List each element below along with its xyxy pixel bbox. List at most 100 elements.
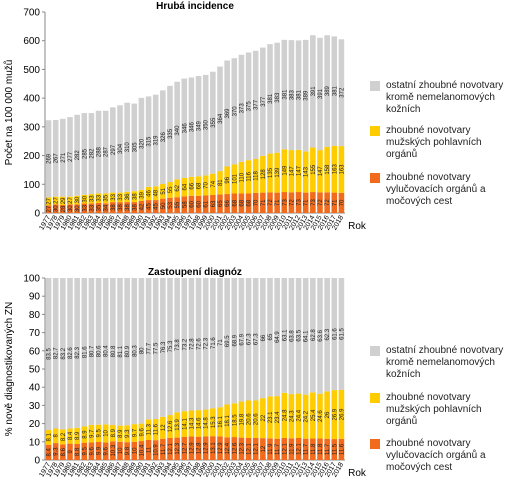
bar-segment — [338, 192, 345, 213]
value-label: 66 — [189, 182, 195, 189]
bar-segment — [252, 192, 259, 213]
bar-segment — [110, 192, 116, 203]
value-label: 70 — [339, 199, 345, 206]
value-label: 11.9 — [289, 443, 295, 455]
bar-segment — [302, 394, 309, 439]
value-label: 70 — [204, 181, 210, 188]
legend-item: ostatní zhoubné novotvary kromě nemelano… — [370, 80, 505, 116]
value-label: 24.4 — [297, 409, 303, 421]
value-label: 282 — [89, 148, 95, 159]
bar-segment — [324, 146, 330, 193]
value-label: 101 — [232, 173, 238, 184]
value-label: 12.9 — [204, 442, 210, 454]
value-label: 267 — [54, 153, 60, 164]
value-label: 11 — [147, 446, 153, 453]
bar-segment — [317, 393, 323, 439]
value-label: 68 — [197, 182, 203, 189]
value-label: 23.4 — [275, 411, 281, 423]
value-label: 8.9 — [75, 431, 81, 440]
value-label: 27 — [68, 197, 74, 204]
y-tick-label: 500 — [23, 65, 40, 76]
bar-segment — [260, 278, 266, 399]
value-label: 10 — [104, 429, 110, 436]
bar-segment — [174, 197, 180, 213]
bar-segment — [138, 441, 145, 460]
bar-segment — [74, 427, 80, 444]
legend-swatch — [370, 393, 380, 403]
bar-segment — [281, 149, 288, 193]
value-label: 39 — [139, 191, 145, 198]
legend-item: zhoubné novotvary vylučovacích orgánů a … — [370, 172, 505, 208]
bar-segment — [310, 35, 316, 148]
bar-segment — [174, 278, 180, 413]
bar-segment — [317, 37, 323, 151]
bar-segment — [124, 442, 130, 460]
value-label: 149 — [282, 165, 288, 176]
value-label: 71 — [304, 199, 310, 206]
value-label: 9.7 — [132, 428, 138, 437]
value-label: 12.3 — [175, 442, 181, 454]
bar-segment — [138, 200, 145, 213]
value-label: 20.6 — [247, 413, 253, 425]
bar-segment — [188, 195, 195, 213]
bar-segment — [188, 278, 195, 411]
value-label: 12.9 — [218, 442, 224, 454]
bar-segment — [152, 186, 159, 201]
legend-item: zhoubné novotvary vylučovacích orgánů a … — [370, 438, 505, 474]
value-label: 38 — [111, 204, 117, 211]
bar-segment — [102, 278, 109, 425]
value-label: 77.7 — [147, 342, 153, 354]
value-label: 9.6 — [89, 446, 95, 455]
value-label: 60 — [189, 200, 195, 207]
value-label: 12.3 — [239, 442, 245, 454]
value-label: 68 — [232, 199, 238, 206]
value-label: 8.6 — [61, 447, 67, 456]
bar-segment — [260, 47, 266, 156]
value-label: 80 — [139, 347, 145, 354]
bar-segment — [231, 278, 238, 404]
value-label: 9.5 — [82, 447, 88, 456]
bar-segment — [274, 192, 280, 213]
legend-swatch — [370, 126, 380, 136]
value-label: 83.2 — [61, 347, 67, 359]
bar-segment — [160, 278, 166, 417]
bar-segment — [217, 436, 223, 460]
value-label: 287 — [104, 146, 110, 157]
y-tick-label: 60 — [29, 346, 41, 357]
value-label: 60 — [197, 200, 203, 207]
bar-segment — [138, 97, 145, 190]
value-label: 11.3 — [147, 423, 153, 435]
bar-segment — [74, 195, 80, 205]
bar-segment — [52, 119, 59, 197]
bar-segment — [224, 194, 230, 213]
value-label: 82.7 — [54, 347, 60, 359]
bar-segment — [110, 441, 116, 460]
value-label: 12.6 — [232, 442, 238, 454]
value-label: 364 — [218, 113, 224, 124]
value-label: 72 — [325, 199, 331, 206]
bar-segment — [252, 50, 259, 160]
y-tick-label: 200 — [23, 151, 40, 162]
bar-segment — [260, 398, 266, 439]
y-tick-label: 80 — [29, 310, 41, 321]
value-label: 282 — [75, 150, 81, 161]
bar-segment — [338, 438, 345, 460]
bar-segment — [331, 278, 338, 391]
value-label: 70 — [254, 199, 260, 206]
value-label: 55 — [175, 201, 181, 208]
value-label: 12.6 — [168, 420, 174, 432]
value-label: 346 — [189, 121, 195, 132]
value-label: 135 — [268, 167, 274, 178]
legend-swatch — [370, 173, 380, 183]
value-label: 63.1 — [282, 329, 288, 341]
legend-label: zhoubné novotvary vylučovacích orgánů a … — [386, 438, 486, 473]
value-label: 33 — [89, 204, 95, 211]
y-tick-label: 20 — [29, 419, 41, 430]
value-label: 81.6 — [82, 346, 88, 358]
value-label: 10.9 — [154, 444, 160, 456]
value-label: 61.5 — [339, 327, 345, 339]
value-label: 14.1 — [182, 418, 188, 430]
y-tick-label: 70 — [29, 328, 41, 339]
value-label: 46 — [147, 189, 153, 196]
